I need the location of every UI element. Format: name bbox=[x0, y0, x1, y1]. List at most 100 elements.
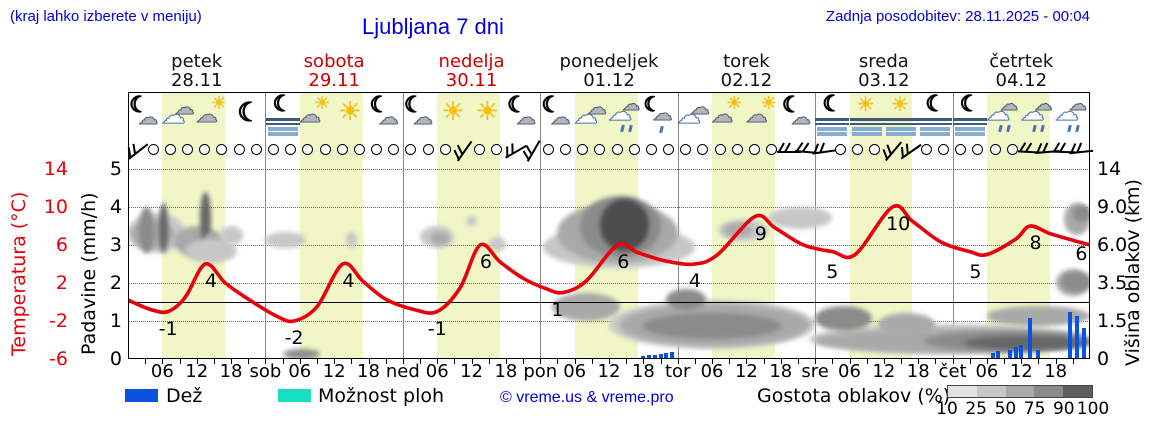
fog-line bbox=[884, 122, 919, 125]
fog-line bbox=[918, 122, 953, 125]
day-name: nedelja bbox=[438, 51, 505, 72]
cloud-blob bbox=[265, 232, 306, 249]
cloudw-glyph: ☁ bbox=[1020, 98, 1045, 126]
temperature-value-label: -1 bbox=[427, 317, 447, 340]
cloudg-glyph: ☁ bbox=[413, 105, 434, 129]
rain-legend-label: Dež bbox=[166, 385, 203, 407]
wind-barb-icon bbox=[497, 132, 533, 168]
sun-glyph: ☀ bbox=[760, 93, 777, 114]
day-name: četrtek bbox=[989, 51, 1054, 72]
x-axis-tick bbox=[505, 359, 507, 364]
moon-glyph: ☾ bbox=[925, 92, 946, 117]
cloud-blob bbox=[465, 215, 478, 226]
wind-calm-icon bbox=[731, 144, 743, 155]
rain-drop-mark bbox=[658, 125, 664, 134]
sun-glyph: ☀ bbox=[856, 92, 875, 116]
fog-line bbox=[920, 127, 951, 131]
density-tick-label: 100 bbox=[1076, 399, 1110, 419]
cloudw-glyph: ☁ bbox=[573, 101, 598, 129]
x-axis-tick bbox=[626, 359, 628, 364]
x-axis-day-label: sob bbox=[249, 361, 282, 382]
rain-drop-mark bbox=[628, 124, 633, 133]
cloudg-glyph: ☁ bbox=[378, 105, 399, 129]
sun-glyph: ☀ bbox=[891, 92, 909, 116]
cloudw-glyph: ☁ bbox=[161, 101, 186, 129]
cloudg-glyph: ☁ bbox=[790, 105, 812, 129]
rain-drop-mark bbox=[620, 124, 625, 133]
x-axis-tick bbox=[248, 359, 250, 364]
rain-bar bbox=[1019, 344, 1024, 358]
temperature-value-label: 5 bbox=[969, 260, 982, 283]
cloudw-glyph: ☁ bbox=[1054, 98, 1079, 126]
x-axis-tick bbox=[196, 359, 198, 364]
rain-drop-mark bbox=[1040, 124, 1046, 133]
wind-calm-icon bbox=[319, 144, 331, 155]
wind-calm-icon bbox=[972, 144, 984, 155]
gridline bbox=[128, 283, 1090, 284]
wind-calm-icon bbox=[869, 144, 881, 155]
x-axis-tick bbox=[402, 359, 404, 364]
x-axis-tick bbox=[1021, 359, 1023, 364]
x-axis-hour-label: 06 bbox=[150, 361, 174, 382]
x-axis-hour-label: 12 bbox=[734, 361, 758, 382]
x-axis-hour-label: 12 bbox=[597, 361, 621, 382]
x-axis-tick bbox=[1072, 359, 1074, 364]
weather-icon-moon-fog: ☾ bbox=[814, 93, 850, 140]
wind-calm-icon bbox=[405, 144, 417, 155]
density-tick-label: 50 bbox=[994, 399, 1017, 419]
weather-icon-sun: ☀ bbox=[333, 94, 369, 140]
temperature-tick-label: 6 bbox=[55, 234, 68, 256]
x-axis-tick bbox=[454, 359, 456, 364]
moon-glyph: ☾ bbox=[403, 93, 424, 118]
cloudg-glyph: ☁ bbox=[586, 95, 607, 119]
fog-line bbox=[952, 118, 987, 121]
zero-degree-line bbox=[128, 302, 1090, 303]
wind-calm-icon bbox=[989, 144, 1001, 155]
density-tick-label: 75 bbox=[1023, 399, 1046, 419]
wind-calm-icon bbox=[371, 144, 383, 155]
wind-calm-icon bbox=[199, 144, 211, 155]
fog-line bbox=[918, 118, 953, 121]
wind-calm-icon bbox=[955, 144, 967, 155]
cloud-height-tick-label: 3.5 bbox=[1097, 272, 1128, 294]
temperature-value-label: 4 bbox=[342, 270, 355, 292]
x-axis-tick bbox=[952, 359, 954, 364]
wind-calm-icon bbox=[268, 144, 280, 155]
cloud-height-tick-label: 0 bbox=[1097, 348, 1110, 370]
fog-line bbox=[849, 122, 884, 125]
weather-icon-rain-cloud: ☁ ☁ bbox=[1020, 94, 1056, 140]
x-axis-tick bbox=[609, 359, 610, 364]
sun-glyph: ☀ bbox=[210, 93, 228, 114]
copyright-link[interactable]: © vreme.us & vreme.pro bbox=[500, 389, 674, 406]
x-axis-tick bbox=[815, 359, 817, 364]
wind-calm-icon bbox=[611, 144, 623, 155]
weather-icon-sun-cloud: ☀ ☁ bbox=[745, 93, 782, 140]
x-axis-hour-label: 12 bbox=[460, 361, 484, 382]
x-axis-tick bbox=[832, 359, 834, 364]
weather-icon-cloudy: ☁ ☁ bbox=[161, 94, 198, 140]
cloud-height-tick-label: 9.0 bbox=[1097, 196, 1128, 218]
temperature-value-label: -2 bbox=[284, 327, 304, 349]
x-axis-tick bbox=[471, 359, 473, 364]
x-axis-tick bbox=[1004, 359, 1006, 364]
cloud-blob bbox=[345, 232, 358, 249]
wind-calm-icon bbox=[834, 144, 846, 155]
x-axis-tick bbox=[849, 359, 851, 364]
cloudw-glyph: ☁ bbox=[608, 98, 633, 126]
x-axis-tick bbox=[523, 359, 525, 364]
rain-drop-mark bbox=[1067, 124, 1072, 133]
wind-calm-icon bbox=[680, 144, 692, 155]
cloud-height-tick-label: 14 bbox=[1097, 158, 1122, 180]
cloud-density-legend-label: Gostota oblakov (%) bbox=[757, 385, 951, 407]
cloud-blob bbox=[769, 207, 833, 229]
density-scale-segment bbox=[948, 386, 977, 397]
gridline bbox=[128, 169, 1090, 170]
rain-bar bbox=[641, 356, 646, 358]
temperature-tick-label: -2 bbox=[49, 310, 68, 332]
weather-icon-moon-fog: ☾ bbox=[265, 93, 301, 140]
rain-drop-mark bbox=[1075, 124, 1080, 133]
temperature-tick-label: 14 bbox=[43, 158, 68, 180]
temperature-value-label: 6 bbox=[1075, 243, 1088, 265]
x-axis-tick bbox=[935, 359, 937, 364]
wind-calm-icon bbox=[937, 144, 949, 155]
